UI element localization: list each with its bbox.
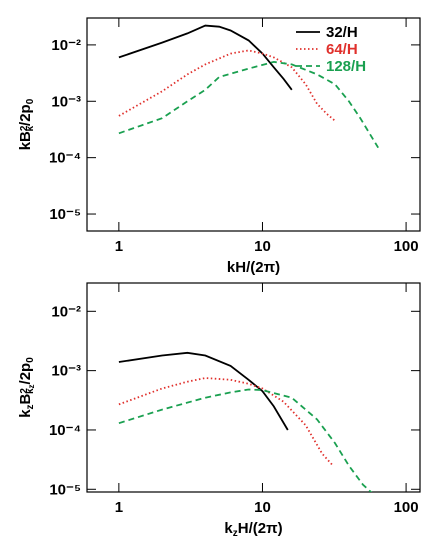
label-part: kH/(2π) xyxy=(227,259,280,276)
series-line xyxy=(118,49,336,122)
x-tick-label: 10 xyxy=(254,238,271,255)
x-tick-label: 100 xyxy=(394,238,419,255)
label-part: z xyxy=(25,404,36,409)
label-part: 0 xyxy=(25,357,36,363)
y-tick-label: 10⁻² xyxy=(51,303,81,320)
series-line xyxy=(118,60,379,149)
label-part: k xyxy=(25,126,36,132)
label-part: k xyxy=(224,520,233,537)
y-tick-label: 10⁻⁵ xyxy=(49,206,81,223)
y-tick-label: 10⁻⁴ xyxy=(49,422,81,439)
plot-area xyxy=(118,24,379,149)
x-tick-label: 10 xyxy=(254,499,271,516)
plot-frame xyxy=(86,17,421,232)
plot-frame xyxy=(86,282,421,493)
series-line xyxy=(118,24,293,91)
legend-label: 128/H xyxy=(326,58,366,75)
y-tick-label: 10⁻⁵ xyxy=(49,481,81,498)
legend-label: 32/H xyxy=(326,24,358,41)
x-axis-label: kH/(2π) xyxy=(227,259,280,276)
series-line xyxy=(118,351,289,431)
y-axis-label: kB2k/2p0 xyxy=(17,98,36,150)
label-part: 0 xyxy=(25,98,36,104)
label-part: H/(2π) xyxy=(238,520,283,537)
y-tick-label: 10⁻² xyxy=(51,37,81,54)
series-line xyxy=(118,377,334,467)
label-part: z xyxy=(27,384,36,388)
label-part: k xyxy=(25,388,36,394)
label-part: k xyxy=(17,409,34,418)
x-tick-label: 1 xyxy=(115,238,123,255)
label-part: 2 xyxy=(19,125,30,131)
label-part: z xyxy=(233,528,238,539)
label-part: /2p xyxy=(17,104,34,126)
label-part: B xyxy=(17,393,34,404)
legend-label: 64/H xyxy=(326,41,358,58)
x-tick-label: 1 xyxy=(115,499,123,516)
label-part: /2p xyxy=(17,363,34,385)
label-part: kB xyxy=(17,131,34,150)
y-tick-label: 10⁻³ xyxy=(51,363,81,380)
y-tick-label: 10⁻⁴ xyxy=(49,150,81,167)
plot-area xyxy=(118,351,373,492)
y-axis-label: kzB2kz/2p0 xyxy=(17,357,36,418)
x-axis-label: kzH/(2π) xyxy=(224,520,282,539)
x-tick-label: 100 xyxy=(394,499,419,516)
y-tick-label: 10⁻³ xyxy=(51,93,81,110)
label-part: 2 xyxy=(19,388,30,394)
series-line xyxy=(118,388,373,492)
